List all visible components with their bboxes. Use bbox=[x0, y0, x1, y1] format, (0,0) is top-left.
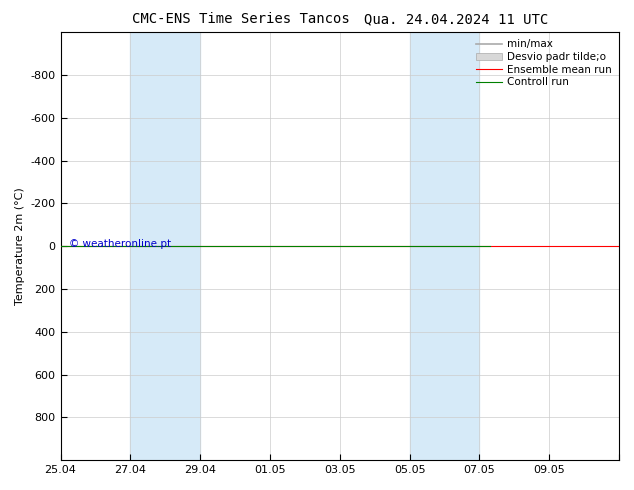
Text: Qua. 24.04.2024 11 UTC: Qua. 24.04.2024 11 UTC bbox=[365, 12, 548, 26]
Bar bbox=[410, 32, 479, 460]
Legend: min/max, Desvio padr tilde;o, Ensemble mean run, Controll run: min/max, Desvio padr tilde;o, Ensemble m… bbox=[474, 37, 614, 89]
Y-axis label: Temperature 2m (°C): Temperature 2m (°C) bbox=[15, 187, 25, 305]
Text: © weatheronline.pt: © weatheronline.pt bbox=[69, 239, 171, 249]
Text: CMC-ENS Time Series Tancos: CMC-ENS Time Series Tancos bbox=[132, 12, 350, 26]
Bar bbox=[131, 32, 200, 460]
